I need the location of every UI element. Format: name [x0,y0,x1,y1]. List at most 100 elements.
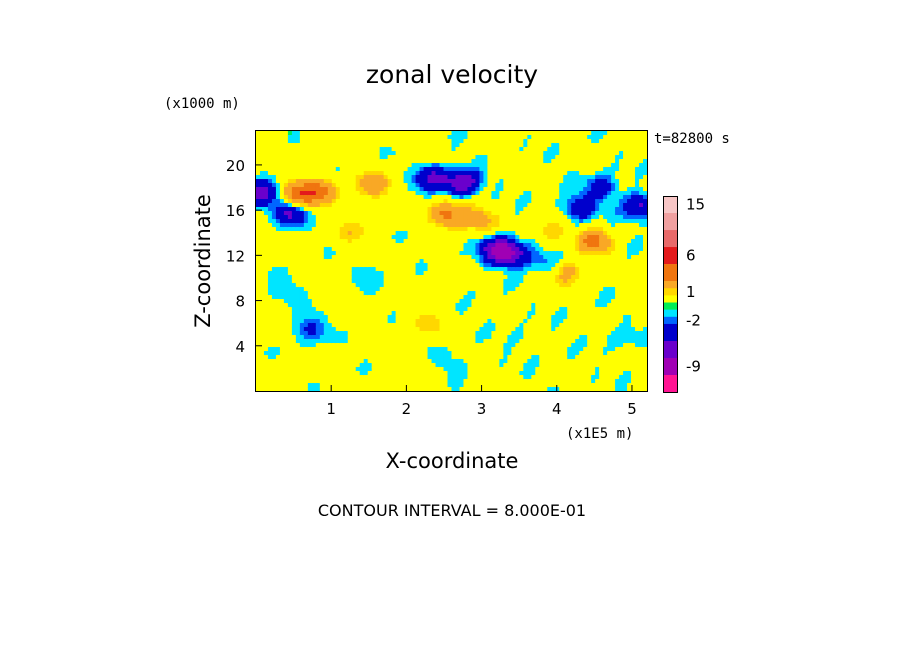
field-cell [379,319,385,324]
field-cell [327,331,333,336]
field-cell [303,291,309,296]
field-cell [439,299,445,304]
field-cell [351,359,357,364]
field-cell [495,367,500,372]
field-cell [419,151,425,156]
field-cell [263,331,269,336]
field-cell [291,187,297,192]
field-cell [435,367,441,372]
field-cell [343,187,349,192]
field-cell [507,207,512,212]
field-cell [335,207,341,212]
field-cell [375,379,381,384]
field-cell [511,363,516,368]
field-cell [399,291,405,296]
field-cell [343,287,349,292]
field-cell [519,143,524,148]
field-cell [315,131,321,136]
field-cell [291,319,297,324]
field-cell [256,379,261,384]
field-cell [279,219,285,224]
field-cell [343,271,349,276]
field-cell [291,183,297,188]
field-cell [551,239,556,244]
field-cell [335,227,341,232]
field-cell [399,323,405,328]
field-cell [467,279,473,284]
field-cell [447,351,453,356]
field-cell [479,291,485,296]
field-cell [471,255,477,260]
field-cell [483,211,489,216]
field-cell [355,323,361,328]
field-cell [379,155,385,160]
field-cell [267,223,273,228]
field-cell [391,179,397,184]
field-cell [527,379,532,384]
field-cell [256,359,261,364]
field-cell [547,335,552,340]
field-cell [551,323,556,328]
field-cell [515,171,520,176]
field-cell [431,287,437,292]
field-cell [307,263,313,268]
field-cell [511,319,516,324]
field-cell [379,143,385,148]
field-cell [515,335,520,340]
field-cell [495,147,500,152]
field-cell [535,279,540,284]
field-cell [555,203,560,208]
field-cell [275,259,281,264]
field-cell [507,255,512,260]
field-cell [559,131,564,136]
field-cell [503,179,508,184]
field-cell [351,179,357,184]
field-cell [259,195,265,200]
field-cell [431,139,437,144]
field-cell [367,195,373,200]
field-cell [395,331,401,336]
field-cell [527,335,532,340]
field-cell [555,243,560,248]
field-cell [347,375,353,380]
field-cell [391,215,397,220]
field-cell [531,155,536,160]
field-cell [319,211,325,216]
field-cell [519,383,524,388]
field-cell [447,183,453,188]
field-cell [347,195,353,200]
field-cell [259,131,265,136]
field-cell [407,195,413,200]
field-cell [443,243,449,248]
field-cell [463,375,469,380]
field-cell [483,299,489,304]
field-cell [467,143,473,148]
field-cell [515,231,520,236]
field-cell [407,179,413,184]
field-cell [307,323,313,328]
field-cell [531,131,536,136]
field-cell [403,251,409,256]
field-cell [263,275,269,280]
field-cell [559,287,564,292]
field-cell [359,283,365,288]
field-cell [283,215,289,220]
field-cell [503,175,508,180]
field-cell [531,259,536,264]
field-cell [543,227,548,232]
field-cell [463,387,469,392]
field-cell [527,219,532,224]
field-cell [491,387,496,392]
field-cell [523,287,528,292]
field-cell [447,231,453,236]
field-cell [259,203,265,208]
field-cell [511,287,516,292]
field-cell [479,251,485,256]
field-cell [467,139,473,144]
field-cell [475,363,481,368]
field-cell [507,179,512,184]
field-cell [507,223,512,228]
field-cell [427,143,433,148]
field-cell [447,383,453,388]
field-cell [335,339,341,344]
